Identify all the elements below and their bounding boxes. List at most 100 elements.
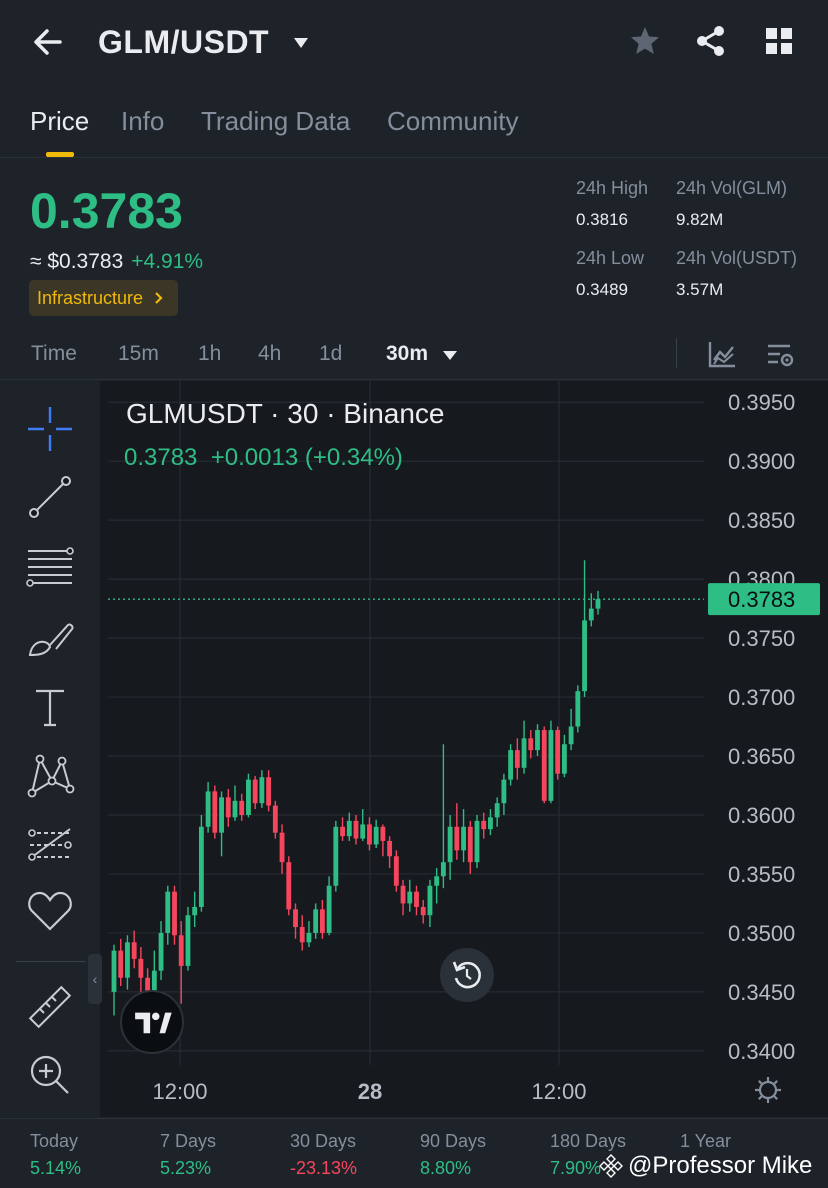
trend-line-icon[interactable] — [22, 469, 78, 525]
perf-label: 1 Year — [680, 1131, 732, 1151]
perf-value: 7.90% — [550, 1158, 602, 1178]
binance-logo-icon — [599, 1154, 623, 1178]
chart-symbol-line: GLMUSDT · 30 · Binance — [126, 398, 445, 429]
perf-label: 30 Days — [290, 1131, 357, 1151]
tab-info[interactable]: Info — [121, 106, 165, 136]
ruler-icon[interactable] — [22, 979, 78, 1035]
pattern-icon[interactable] — [22, 747, 78, 803]
candle-body — [172, 891, 177, 936]
interval-4h[interactable]: 4h — [258, 342, 282, 365]
tab-bar: Price Info Trading Data Community — [0, 96, 828, 158]
candle-body — [521, 738, 527, 768]
candle-body — [588, 608, 594, 621]
tab-price[interactable]: Price — [30, 106, 90, 136]
interval-selected[interactable]: 30m — [386, 342, 429, 365]
y-tick-label: 0.3950 — [728, 390, 795, 415]
y-tick-label: 0.3500 — [728, 921, 795, 946]
perf-today: Today 5.14% — [30, 1131, 81, 1179]
candle-body — [454, 826, 460, 851]
perf-value: 5.14% — [30, 1158, 82, 1178]
caret-down-icon[interactable] — [442, 350, 458, 362]
forecast-icon[interactable] — [22, 815, 78, 871]
interval-bar: Time 15m 1h 4h 1d 30m — [0, 330, 828, 380]
chart-last-price: 0.3783 — [124, 444, 198, 471]
tab-community[interactable]: Community — [387, 106, 519, 136]
chart-settings-icon[interactable] — [764, 338, 796, 370]
candle-body — [575, 691, 581, 727]
candle-body — [239, 800, 245, 815]
share-icon[interactable] — [694, 24, 728, 58]
stat-low-label: 24h Low — [576, 248, 645, 268]
candle-body — [461, 826, 466, 851]
candle-body — [319, 909, 325, 933]
indicator-icon[interactable] — [706, 338, 738, 370]
candle-body — [326, 885, 332, 933]
candle-body — [393, 856, 399, 886]
category-badge[interactable]: Infrastructure — [29, 280, 179, 316]
grid-icon[interactable] — [764, 26, 794, 56]
performance-bar: Today 5.14% 7 Days 5.23% 30 Days -23.13%… — [0, 1118, 828, 1188]
candle-body — [259, 777, 265, 804]
tradingview-logo — [120, 990, 184, 1054]
chart-change: +0.0013 — [210, 444, 299, 471]
candle-body — [286, 862, 292, 910]
candle-body — [568, 726, 574, 745]
usd-price-row: ≈ $0.3783 +4.91% — [30, 250, 203, 274]
y-tick-label: 0.3600 — [728, 803, 795, 828]
divider — [676, 338, 677, 368]
perf-label: 90 Days — [420, 1131, 487, 1151]
pair-title[interactable]: GLM/USDT — [98, 24, 270, 60]
gear-icon[interactable] — [752, 1074, 784, 1106]
star-icon[interactable] — [628, 24, 662, 58]
candle-body — [111, 950, 117, 992]
back-arrow-icon[interactable] — [28, 22, 68, 62]
chevron-right-icon — [155, 292, 163, 304]
text-tool-icon[interactable] — [22, 679, 78, 735]
candle-body — [582, 620, 587, 692]
candle-body — [333, 826, 339, 886]
candle-body — [360, 824, 366, 839]
y-tick-label: 0.3450 — [728, 980, 795, 1005]
drawing-toolbar — [0, 381, 100, 1117]
crosshair-icon[interactable] — [22, 401, 78, 457]
zoom-in-icon[interactable] — [22, 1047, 78, 1103]
category-label: Infrastructure — [37, 288, 144, 308]
watermark-text: @Professor Mike — [628, 1152, 813, 1179]
candle-body — [427, 885, 433, 916]
candle-body — [232, 800, 238, 818]
candle-body — [131, 942, 137, 959]
price-chart[interactable]: 0.3950 0.3900 0.3850 0.3800 0.3750 0.3700 0.36… — [100, 381, 828, 1117]
reset-chart-button[interactable] — [440, 948, 494, 1002]
candle-body — [400, 885, 406, 904]
candle-body — [440, 862, 446, 877]
y-tick-label: 0.3700 — [728, 685, 795, 710]
tab-trading-data[interactable]: Trading Data — [201, 106, 351, 136]
stat-vol-quote-label: 24h Vol(USDT) — [676, 248, 798, 268]
perf-label: Today — [30, 1131, 79, 1151]
interval-1h[interactable]: 1h — [198, 342, 222, 365]
caret-down-icon[interactable] — [292, 36, 310, 50]
y-tick-label: 0.3750 — [728, 626, 795, 651]
candle-body — [158, 932, 164, 971]
interval-1d[interactable]: 1d — [319, 342, 343, 365]
candle-body — [313, 909, 319, 933]
candle-body — [138, 958, 144, 978]
horizontal-lines-icon[interactable] — [22, 539, 78, 595]
candle-body — [192, 906, 198, 916]
interval-time[interactable]: Time — [31, 342, 77, 365]
candle-body — [225, 797, 231, 818]
perf-180-days: 180 Days 7.90% — [550, 1131, 626, 1179]
stat-vol-base-label: 24h Vol(GLM) — [676, 178, 788, 198]
brush-icon[interactable] — [22, 609, 78, 665]
last-price: 0.3783 — [30, 183, 183, 239]
interval-15m[interactable]: 15m — [118, 342, 159, 365]
candle-body — [212, 791, 218, 833]
stat-vol-quote-value: 3.57M — [676, 280, 724, 299]
candle-body — [434, 876, 440, 886]
candle-body — [165, 891, 171, 933]
perf-value: 8.80% — [420, 1158, 472, 1178]
toolbar-collapse-handle[interactable]: ‹ — [88, 954, 102, 1004]
candle-body — [535, 730, 540, 751]
candlestick-chart[interactable]: 0.39500.39000.38500.38000.37500.37000.36… — [100, 381, 828, 1117]
heart-icon[interactable] — [22, 883, 78, 939]
